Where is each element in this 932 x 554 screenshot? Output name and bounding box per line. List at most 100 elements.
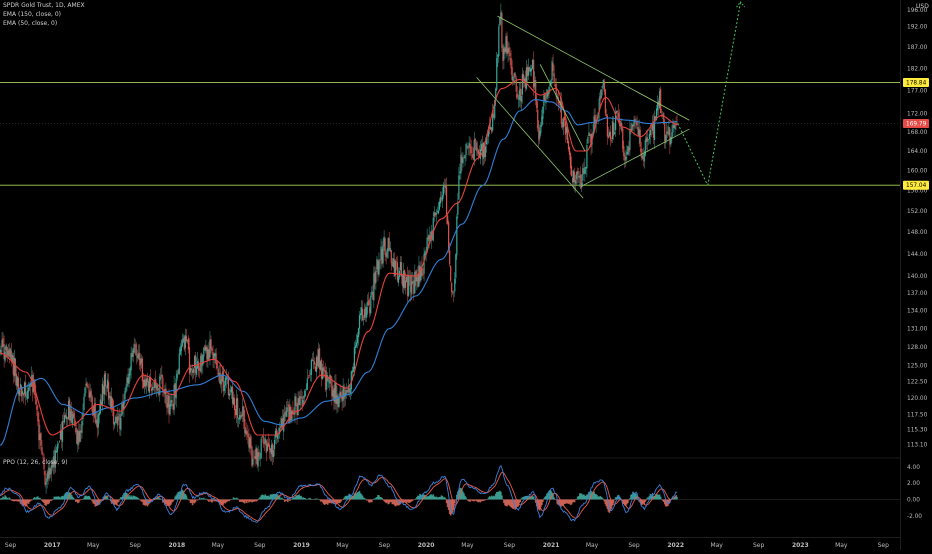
candle-body <box>418 265 419 286</box>
candle-body <box>554 73 555 82</box>
trendline-1 <box>581 129 689 186</box>
candle-body <box>477 148 478 149</box>
candle-body <box>236 398 237 414</box>
candle-body <box>317 356 318 365</box>
candle-body <box>528 67 529 75</box>
candle-body <box>124 391 125 399</box>
price-axis[interactable] <box>900 0 932 550</box>
candle-body <box>182 340 183 346</box>
candle-body <box>143 380 144 388</box>
candle-body <box>473 154 474 159</box>
candle-body <box>239 415 240 420</box>
ppo-histogram-bar <box>465 497 467 499</box>
candle-body <box>363 320 364 321</box>
candle-body <box>195 355 196 373</box>
candle-body <box>325 370 326 390</box>
candle-body <box>569 147 570 155</box>
candle-body <box>443 186 444 195</box>
candle-body <box>446 186 447 215</box>
candle-body <box>302 397 303 407</box>
candle-body <box>184 337 185 350</box>
candle-body <box>517 94 518 98</box>
candle-body <box>369 307 370 313</box>
candle-body <box>508 47 509 52</box>
candle-body <box>574 172 575 182</box>
candle-body <box>572 178 573 182</box>
ppo-histogram-bar <box>533 497 535 500</box>
candle-body <box>447 215 448 223</box>
candle-body <box>639 129 640 137</box>
candle-body <box>564 117 565 121</box>
ppo-layer <box>0 466 678 523</box>
candle-body <box>81 421 82 433</box>
candle-body <box>546 89 547 98</box>
candle-body <box>6 345 7 350</box>
candle-body <box>167 395 168 407</box>
candle-body <box>280 426 281 428</box>
candle-body <box>666 131 667 134</box>
candle-body <box>384 237 385 247</box>
candle-body <box>208 349 209 359</box>
candle-body <box>64 415 65 422</box>
candle-body <box>602 86 603 88</box>
candle-body <box>389 238 390 250</box>
candle-body <box>648 139 649 140</box>
candle-body <box>50 469 51 475</box>
candle-body <box>313 360 314 361</box>
candle-body <box>1 340 2 348</box>
candle-body <box>220 373 221 385</box>
candle-body <box>129 369 130 376</box>
candle-body <box>375 271 376 283</box>
candle-body <box>306 389 307 390</box>
candle-body <box>471 147 472 154</box>
candle-body <box>242 406 243 416</box>
candle-body <box>562 122 563 127</box>
candle-body <box>98 415 99 428</box>
candle-body <box>316 357 317 372</box>
ppo-histogram-bar <box>445 498 447 499</box>
candle-body <box>613 123 614 136</box>
candle-body <box>355 345 356 348</box>
candle-body <box>115 417 116 422</box>
candle-body <box>231 387 232 392</box>
candle-body <box>243 406 244 421</box>
ppo-histogram-bar <box>553 497 555 499</box>
candle-body <box>47 473 48 481</box>
candle-body <box>475 139 476 143</box>
candle-body <box>8 350 9 355</box>
candle-body <box>226 378 227 380</box>
candle-body <box>297 398 298 415</box>
candle-body <box>653 122 654 137</box>
candle-body <box>571 166 572 177</box>
candle-body <box>119 414 120 429</box>
candle-body <box>76 430 77 443</box>
candle-body <box>63 421 64 422</box>
candle-body <box>132 353 133 357</box>
candle-body <box>204 345 205 350</box>
candle-body <box>249 438 250 449</box>
candle-body <box>3 344 4 359</box>
time-axis[interactable] <box>0 537 900 551</box>
candle-body <box>254 456 255 458</box>
candle-body <box>576 172 577 179</box>
candle-body <box>19 390 20 396</box>
projection-path-1 <box>708 2 741 185</box>
candle-body <box>193 369 194 373</box>
candle-body <box>667 133 668 134</box>
candle-body <box>462 158 463 163</box>
candle-body <box>327 375 328 381</box>
candle-body <box>222 373 223 381</box>
candle-body <box>444 185 445 186</box>
candle-body <box>531 68 532 70</box>
candle-body <box>583 169 584 173</box>
candle-body <box>169 404 170 414</box>
candle-body <box>361 307 362 315</box>
legend-ppo: PPO (12, 26, close, 9) <box>3 459 68 467</box>
candle-body <box>240 416 241 418</box>
candle-body <box>504 49 505 52</box>
candle-body <box>328 381 329 382</box>
candle-body <box>11 350 12 361</box>
candle-body <box>206 347 207 359</box>
candle-body <box>10 349 11 358</box>
